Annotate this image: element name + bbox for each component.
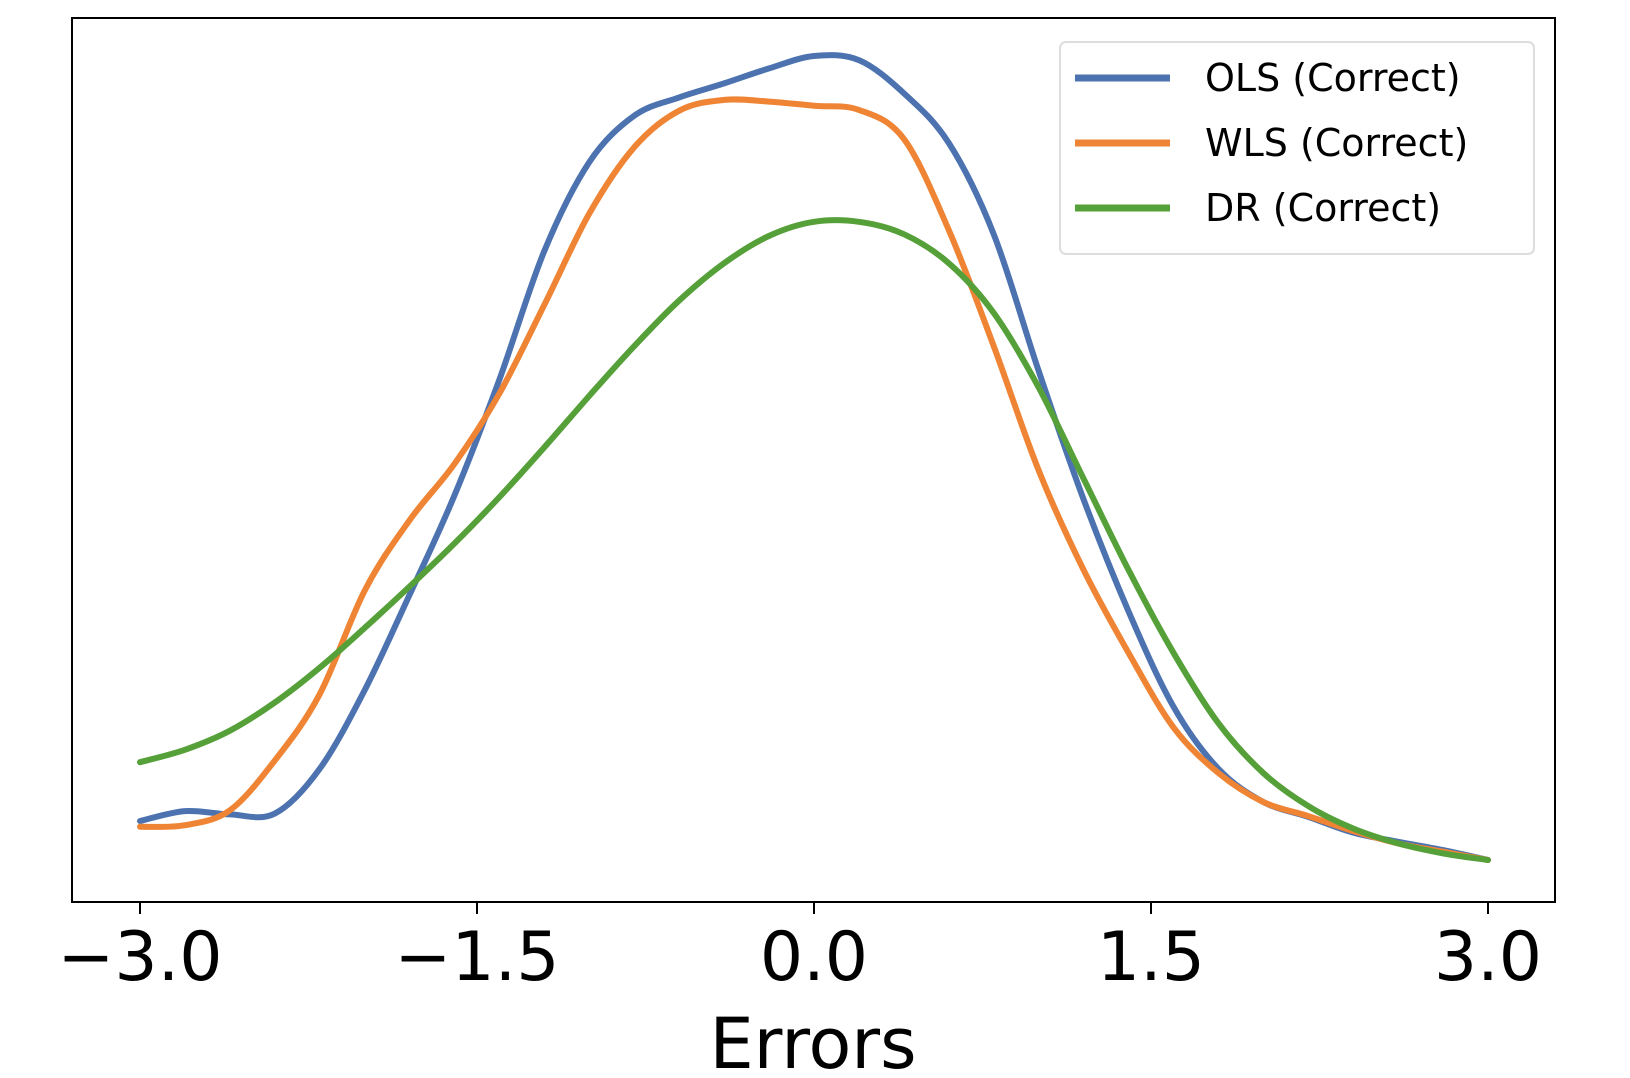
series-line-dr xyxy=(137,217,1491,863)
series-layer xyxy=(137,52,1491,863)
legend-label: DR (Correct) xyxy=(1205,186,1441,230)
x-tick-label: 1.5 xyxy=(1097,918,1205,997)
x-tick-label: −1.5 xyxy=(394,918,559,997)
x-tick-label: 3.0 xyxy=(1434,918,1542,997)
legend-box xyxy=(1059,41,1535,255)
series-line-wls xyxy=(137,96,1491,863)
x-axis-ticks: −3.0 −1.5 0.0 1.5 3.0 xyxy=(57,902,1542,997)
legend: OLS (Correct) WLS (Correct) DR (Correct) xyxy=(1059,41,1535,255)
legend-label: OLS (Correct) xyxy=(1205,56,1461,100)
x-axis-label: Errors xyxy=(709,1003,916,1078)
x-tick-label: −3.0 xyxy=(57,918,222,997)
legend-label: WLS (Correct) xyxy=(1205,121,1468,165)
x-tick-label: 0.0 xyxy=(760,918,868,997)
